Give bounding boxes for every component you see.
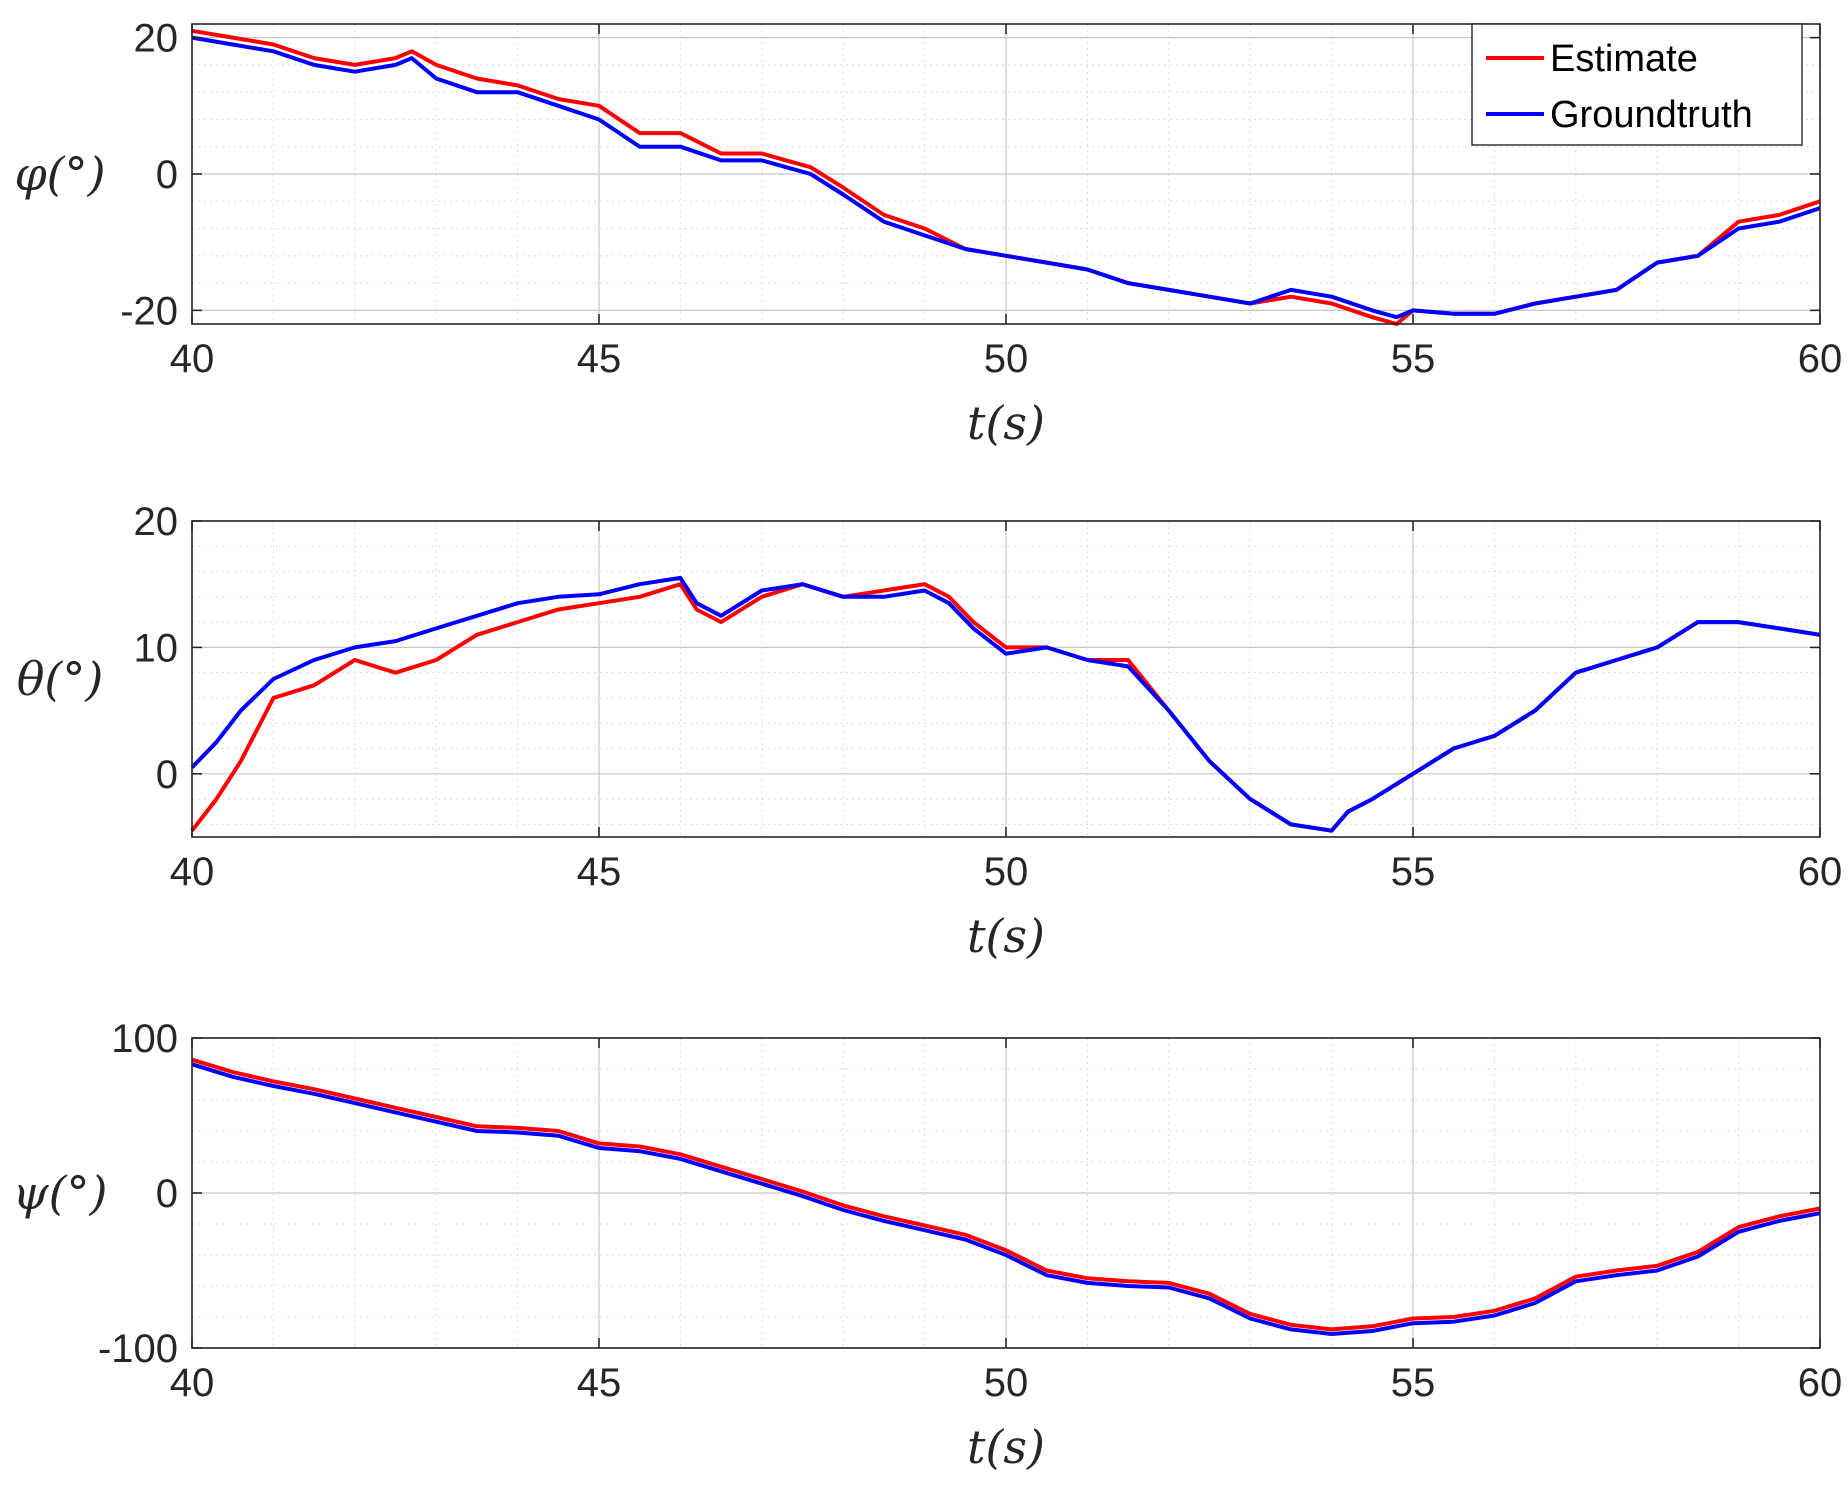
y-tick-label: 0 xyxy=(156,1172,178,1216)
y-axis-label: ψ(°) xyxy=(13,1166,108,1220)
y-tick-label: 0 xyxy=(156,753,178,797)
x-tick-label: 60 xyxy=(1798,1361,1843,1405)
y-tick-label: 20 xyxy=(134,500,179,544)
x-tick-label: 60 xyxy=(1798,850,1843,894)
x-axis-label: t(s) xyxy=(967,1420,1045,1474)
subplot-2: 40 45 50 55 60 0 10 20 t(s) θ(°) xyxy=(17,500,1843,963)
y-axis-label: φ(°) xyxy=(14,147,105,201)
x-axis-label: t(s) xyxy=(967,396,1045,450)
legend-label-groundtruth: Groundtruth xyxy=(1550,94,1753,136)
series-line-groundtruth xyxy=(191,1062,1821,1336)
y-tick-label: 20 xyxy=(134,17,179,61)
x-axis-label: t(s) xyxy=(967,909,1045,963)
x-tick-label: 45 xyxy=(577,850,622,894)
y-tick-label: 10 xyxy=(134,626,179,670)
x-tick-label: 55 xyxy=(1391,337,1436,381)
series-line-estimate xyxy=(191,1057,1821,1332)
x-tick-label: 40 xyxy=(170,337,215,381)
series-line-groundtruth xyxy=(190,575,1821,833)
legend-box xyxy=(1471,23,1803,146)
x-tick-label: 55 xyxy=(1391,850,1436,894)
legend: Estimate Groundtruth xyxy=(1471,23,1803,146)
x-tick-label: 45 xyxy=(577,337,622,381)
y-tick-label: 0 xyxy=(156,153,178,197)
legend-label-estimate: Estimate xyxy=(1550,38,1698,80)
x-tick-label: 55 xyxy=(1391,1361,1436,1405)
y-tick-label: 100 xyxy=(111,1017,178,1061)
x-tick-label: 60 xyxy=(1798,337,1843,381)
subplot-3: 40 45 50 55 60 -100 0 100 t(s) ψ(°) xyxy=(13,1017,1843,1474)
y-tick-label: -100 xyxy=(98,1327,178,1371)
x-tick-label: 40 xyxy=(170,1361,215,1405)
x-tick-label: 50 xyxy=(984,850,1029,894)
x-tick-label: 45 xyxy=(577,1361,622,1405)
y-tick-label: -20 xyxy=(120,289,178,333)
x-tick-label: 50 xyxy=(984,1361,1029,1405)
x-tick-label: 40 xyxy=(170,850,215,894)
y-axis-label: θ(°) xyxy=(17,652,104,706)
x-tick-label: 50 xyxy=(984,337,1029,381)
subplot-1: 40 45 50 55 60 -20 0 20 t(s) φ(°) Estimate Groundtr… xyxy=(14,17,1842,450)
series-line-groundtruth xyxy=(191,35,1821,320)
